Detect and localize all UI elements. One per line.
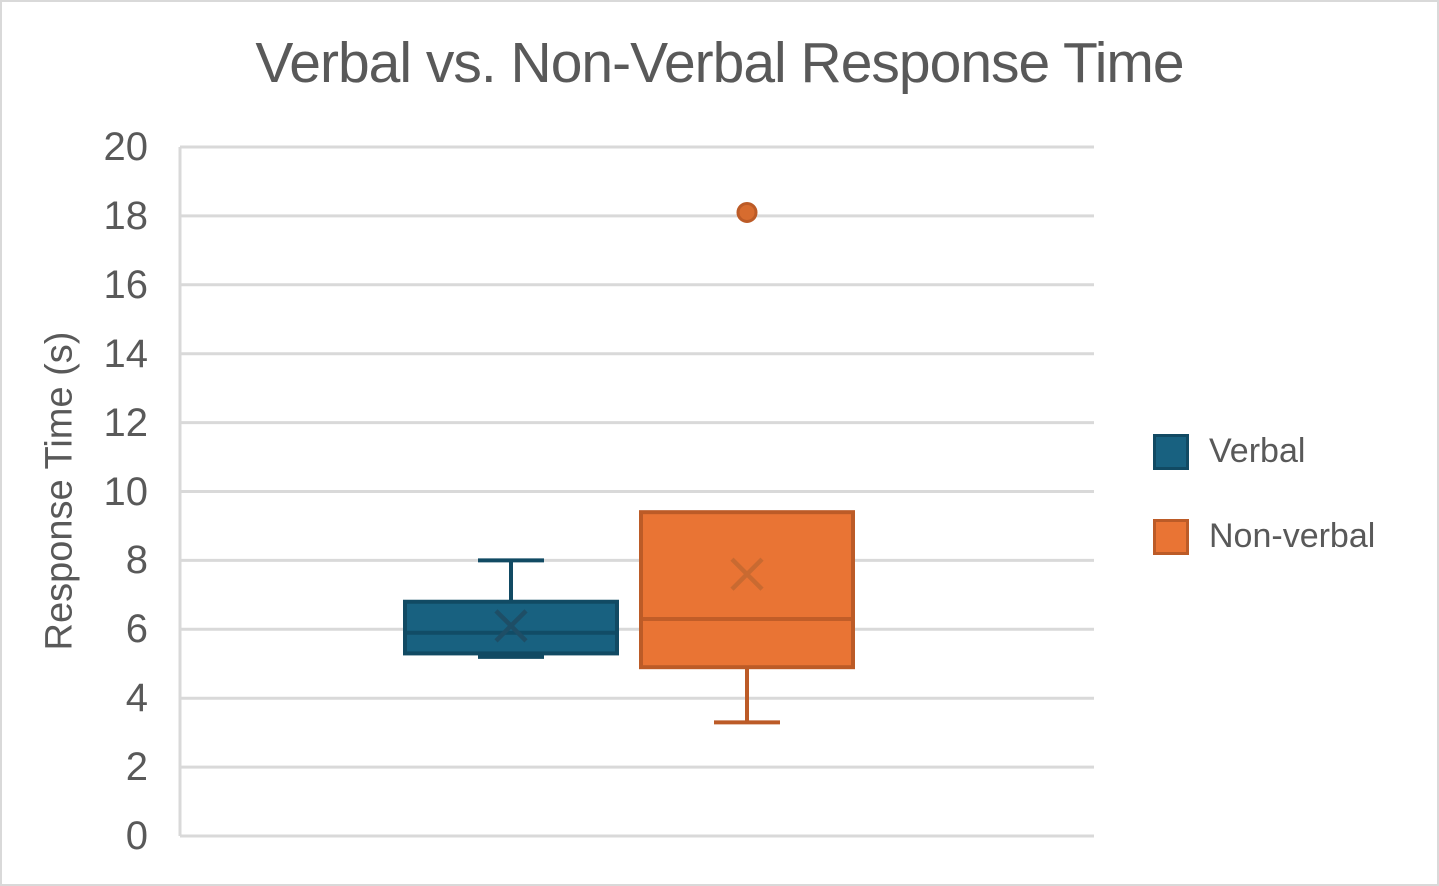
legend: Verbal Non-verbal — [1153, 432, 1375, 602]
y-axis-tick-label-8: 8 — [125, 538, 148, 583]
box-series-non-verbal — [639, 201, 855, 725]
box-series-verbal — [403, 558, 619, 659]
legend-label-nonverbal: Non-verbal — [1209, 517, 1376, 555]
y-axis-tick-label-10: 10 — [103, 469, 149, 514]
iqr-box — [639, 510, 855, 670]
legend-swatch-verbal — [1153, 433, 1189, 470]
y-axis-tick-label-6: 6 — [125, 607, 148, 652]
mean-marker — [730, 557, 764, 591]
mean-marker — [494, 609, 528, 643]
y-axis-tick-label-16: 16 — [103, 262, 149, 307]
outlier-point — [736, 201, 758, 223]
chart-title: Verbal vs. Non-Verbal Response Time — [255, 31, 1184, 95]
legend-item-verbal: Verbal — [1153, 432, 1375, 471]
legend-swatch-nonverbal — [1153, 518, 1189, 555]
y-axis-tick-label-14: 14 — [103, 331, 149, 376]
legend-label-verbal: Verbal — [1209, 432, 1306, 470]
legend-item-nonverbal: Non-verbal — [1153, 517, 1375, 556]
y-axis-tick-label-0: 0 — [125, 814, 148, 858]
y-axis-tick-label-18: 18 — [103, 193, 149, 238]
y-axis-tick-label-20: 20 — [103, 125, 149, 169]
y-axis-tick-label-2: 2 — [125, 745, 148, 790]
y-axis-tick-label-4: 4 — [125, 676, 148, 721]
y-axis-tick-label-12: 12 — [103, 400, 149, 445]
